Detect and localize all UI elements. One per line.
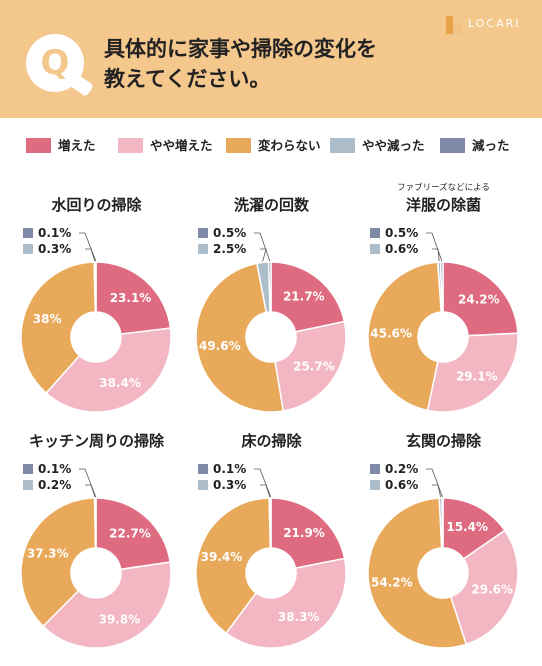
slice-value-label: 38.4% [99,376,141,390]
callout-leader-line [260,249,266,261]
donut-chart: 15.4% 29.6% 54.2% 0.2% 0.6% [356,426,531,666]
callout-swatch [198,228,208,238]
callout-value-label: 0.2% [38,478,71,492]
slice-value-label: 24.2% [458,292,500,306]
callout-value-label: 0.1% [213,462,246,476]
chart-floor-cleaning: 床の掃除 21.9%38.3%39.4%0.1%0.3% [184,426,359,666]
question-title-line1: 具体的に家事や掃除の変化を [104,34,434,64]
donut-chart: 22.7% 39.8% 37.3% 0.1% 0.2% [9,426,184,666]
question-title: 具体的に家事や掃除の変化を 教えてください。 [104,34,434,94]
legend-swatch [226,138,251,153]
slice-value-label: 54.2% [371,575,413,589]
question-header: Q 具体的に家事や掃除の変化を 教えてください。 LOCARI [0,0,542,118]
slice-value-label: 37.3% [27,547,69,561]
callout-value-label: 0.3% [213,478,246,492]
callout-swatch [23,480,33,490]
callout-leader-line [432,485,441,497]
chart-entrance-cleaning: 玄関の掃除 15.4%29.6%54.2%0.2%0.6% [356,426,531,666]
slice-value-label: 21.7% [283,290,325,304]
callout-value-label: 2.5% [213,242,246,256]
donut-chart: 21.7% 25.7% 49.6% 0.5% 2.5% [184,190,359,430]
slice-value-label: 29.6% [471,583,513,597]
callout-swatch [370,228,380,238]
callout-swatch [198,464,208,474]
legend-swatch [440,138,465,153]
callout-value-label: 0.5% [213,226,246,240]
slice-value-label: 38.3% [278,610,320,624]
callout-swatch [370,480,380,490]
legend-label: やや減った [362,136,425,156]
question-title-line2: 教えてください。 [104,64,434,94]
callout-value-label: 0.1% [38,462,71,476]
legend-swatch [26,138,51,153]
legend-swatch [118,138,143,153]
chart-laundry-frequency: 洗濯の回数 21.7%25.7%49.6%0.5%2.5% [184,190,359,430]
slice-value-label: 29.1% [456,370,498,384]
callout-leader-line [426,233,442,261]
legend-label: 減った [472,136,510,156]
slice-value-label: 49.6% [199,339,241,353]
legend-label: 変わらない [258,136,321,156]
chart-kitchen-cleaning: キッチン周りの掃除 22.7%39.8%37.3%0.1%0.2% [9,426,184,666]
callout-value-label: 0.3% [38,242,71,256]
callout-leader-line [254,233,270,261]
logo-text: LOCARI [468,17,521,30]
callout-swatch [23,464,33,474]
callout-value-label: 0.5% [385,226,418,240]
callout-leader-line [432,249,439,261]
callout-value-label: 0.1% [38,226,71,240]
chart-water-area-cleaning: 水回りの掃除 23.1%38.4%38%0.1%0.3% [9,190,184,430]
callout-swatch [23,228,33,238]
q-letter: Q [26,34,84,92]
slice-value-label: 23.1% [110,291,152,305]
slice-value-label: 21.9% [283,526,325,540]
donut-chart: 23.1% 38.4% 38% 0.1% 0.3% [9,190,184,430]
callout-swatch [370,244,380,254]
legend-label: やや増えた [150,136,213,156]
callout-swatch [198,244,208,254]
callout-swatch [198,480,208,490]
legend: 増えた やや増えた 変わらない やや減った 減った [0,136,542,156]
callout-value-label: 0.6% [385,478,418,492]
legend-swatch [330,138,355,153]
slice-value-label: 39.8% [99,612,141,626]
chart-clothes-sanitizing: ファブリーズなどによる 洋服の除菌 24.2%29.1%45.6%0.5%0.6… [356,190,531,430]
donut-chart: 21.9% 38.3% 39.4% 0.1% 0.3% [184,426,359,666]
slice-value-label: 45.6% [370,326,412,340]
callout-value-label: 0.2% [385,462,418,476]
slice-value-label: 38% [33,312,62,326]
slice-value-label: 22.7% [109,527,151,541]
callout-swatch [23,244,33,254]
slice-value-label: 39.4% [201,550,243,564]
slice-value-label: 15.4% [446,520,488,534]
donut-chart: 24.2% 29.1% 45.6% 0.5% 0.6% [356,190,531,430]
callout-swatch [370,464,380,474]
legend-label: 増えた [58,136,96,156]
callout-value-label: 0.6% [385,242,418,256]
locari-logo-icon [446,16,462,34]
slice-decreased [442,498,443,548]
slice-value-label: 25.7% [293,359,335,373]
